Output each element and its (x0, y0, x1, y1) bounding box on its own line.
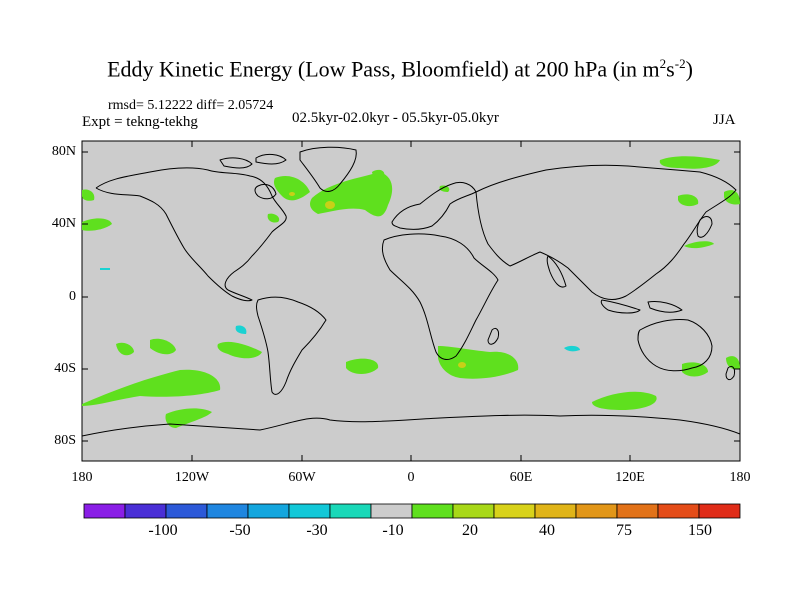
colorbar-swatch (575, 503, 618, 519)
x-label-0: 0 (407, 470, 415, 485)
antarctica-coast (81, 414, 741, 437)
region-aleutian-w (82, 189, 95, 201)
region-south-pacific-small3 (217, 341, 262, 359)
x-label-60e: 60E (509, 470, 533, 485)
region-gulf-alaska (82, 218, 112, 231)
region-labrador (267, 213, 280, 223)
colorbar-swatch (452, 503, 495, 519)
region-south-pacific-small1 (116, 342, 134, 356)
colorbar-swatch (370, 503, 413, 519)
colorbar-swatch (288, 503, 331, 519)
region-neg-south-pacific (235, 325, 247, 334)
hudson-bay (254, 183, 277, 200)
colorbar-label: -50 (229, 522, 251, 539)
colorbar-label: 20 (462, 522, 478, 539)
period-label: 02.5kyr-02.0kyr - 05.5kyr-05.0kyr (292, 110, 499, 126)
madagascar (487, 327, 499, 345)
colorbar-swatch (657, 503, 700, 519)
colorbar-swatch (329, 503, 372, 519)
japan (696, 216, 713, 238)
experiment-label: Expt = tekng-tekhg (82, 114, 198, 130)
highlight-regions (289, 192, 466, 368)
colorbar-swatch (411, 503, 454, 519)
x-label-60w: 60W (288, 470, 316, 485)
region-scandinavia (439, 185, 450, 192)
colorbar-label: 150 (688, 522, 712, 539)
region-south-pacific-long (82, 369, 221, 406)
colorbar-swatch (534, 503, 577, 519)
region-nw-pacific-edge (724, 190, 740, 205)
highlight-south-africa (458, 362, 466, 368)
greenland (299, 146, 357, 192)
y-label-0: 0 (69, 289, 76, 304)
rmsd-diff-stats: rmsd= 5.12222 diff= 2.05724 (108, 98, 274, 113)
africa-coast (381, 233, 499, 360)
axis-ticks (82, 141, 740, 461)
region-south-indian-ant (592, 391, 657, 410)
australia-coast (637, 319, 713, 372)
negative-anomaly-regions (100, 268, 580, 352)
highlight-north-atlantic (325, 201, 335, 209)
region-southern-ocean-sw (165, 408, 212, 428)
plot-title: Eddy Kinetic Energy (Low Pass, Bloomfiel… (107, 56, 693, 82)
asia-coast (475, 164, 737, 300)
indonesia (600, 299, 683, 314)
colorbar-label: 40 (539, 522, 555, 539)
colorbar-label: -30 (306, 522, 328, 539)
north-america-coast (95, 167, 287, 302)
colorbar-swatch (124, 503, 167, 519)
india-peninsula (546, 255, 567, 288)
coastlines (81, 146, 741, 437)
y-label-40n: 40N (51, 216, 76, 231)
region-north-pacific-mid (684, 241, 714, 249)
y-label-80s: 80S (54, 433, 76, 448)
colorbar-swatch (83, 503, 126, 519)
region-arctic-siberia (659, 156, 720, 169)
season-label: JJA (713, 112, 736, 128)
colorbar-swatch (493, 503, 536, 519)
new-zealand (725, 365, 735, 381)
y-label-80n: 80N (51, 144, 76, 159)
highlight-hudson (289, 192, 295, 196)
x-label-180e: 180 (729, 470, 751, 485)
colorbar-swatch (698, 503, 741, 519)
x-label-180w: 180 (71, 470, 93, 485)
colorbar-swatch (616, 503, 659, 519)
colorbar-label: -100 (148, 522, 178, 539)
colorbar-swatch (165, 503, 208, 519)
region-neg-pacific-n (100, 268, 110, 270)
colorbar-swatch (247, 503, 290, 519)
region-hudson-bay (273, 175, 310, 201)
south-america-coast (256, 296, 327, 395)
region-kamchatka (678, 194, 699, 207)
colorbar-label: 75 (616, 522, 632, 539)
colorbar-swatch (206, 503, 249, 519)
x-label-120w: 120W (174, 470, 210, 485)
x-label-120e: 120E (615, 470, 645, 485)
colorbar-label: -10 (382, 522, 404, 539)
y-label-40s: 40S (54, 361, 76, 376)
europe-coast (391, 181, 477, 230)
positive-anomaly-regions (82, 156, 740, 428)
region-tasman (682, 362, 708, 377)
region-south-africa-indian (438, 346, 519, 379)
region-east-of-nz (726, 356, 740, 370)
region-south-atlantic (346, 358, 379, 374)
colorbar (83, 503, 741, 519)
region-neg-indian (564, 345, 580, 352)
region-south-pacific-small2 (150, 338, 176, 355)
region-greenland-east (372, 169, 385, 177)
canadian-archipelago (219, 153, 287, 169)
